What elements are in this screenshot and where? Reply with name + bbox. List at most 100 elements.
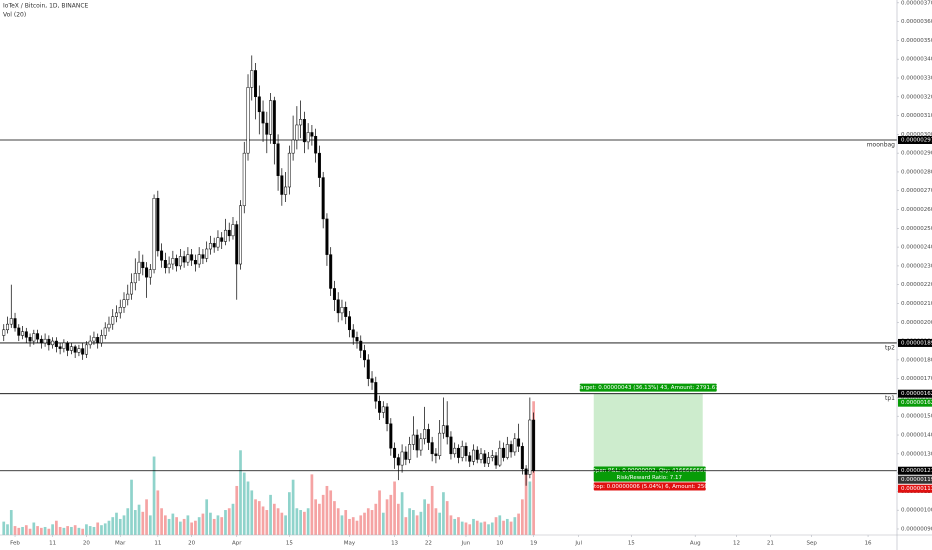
candle-body xyxy=(39,338,43,344)
volume-bar xyxy=(66,526,69,535)
volume-bar xyxy=(156,490,160,535)
volume-bar xyxy=(505,518,509,535)
volume-bar xyxy=(13,526,17,535)
candle-body xyxy=(6,323,10,331)
target-label: Target: 0.00000043 (36.13%) 43, Amount: … xyxy=(577,385,720,391)
y-tick-label: 0.00000260 xyxy=(901,207,932,213)
x-tick-label: May xyxy=(344,541,356,547)
candle-body xyxy=(498,447,502,466)
volume-bar xyxy=(472,518,475,535)
volume-bar xyxy=(449,515,453,535)
indicator-label: Vol (20) xyxy=(3,12,26,19)
y-tick-label: 0.00000090 xyxy=(901,526,932,532)
candle-body xyxy=(340,306,344,314)
candle-body xyxy=(17,327,21,336)
volume-bar xyxy=(423,499,426,535)
candle-body xyxy=(84,344,88,355)
volume-bar xyxy=(460,521,464,535)
candle-body xyxy=(456,447,460,458)
price-tag-label: 0.00000121 xyxy=(901,468,932,474)
volume-bar xyxy=(24,525,28,535)
volume-bar xyxy=(182,518,186,535)
volume-bar xyxy=(269,494,272,535)
volume-bar xyxy=(6,524,9,535)
candle-body xyxy=(242,152,246,207)
x-tick-label: 15 xyxy=(286,541,293,547)
candle-body xyxy=(464,446,468,456)
candle-body xyxy=(317,152,321,178)
volume-bar xyxy=(351,517,355,535)
volume-bar xyxy=(370,510,374,535)
volume-bar xyxy=(517,513,520,535)
candle-body xyxy=(81,348,85,355)
candle-body xyxy=(276,143,280,176)
candle-body xyxy=(212,243,216,248)
volume-bar xyxy=(250,490,254,535)
volume-bar xyxy=(419,511,423,535)
candle-body xyxy=(43,338,47,344)
candle-body xyxy=(336,299,340,314)
x-tick-label: 20 xyxy=(188,541,195,547)
volume-bar xyxy=(366,508,370,535)
candle-body xyxy=(190,254,194,261)
candle-body xyxy=(295,124,299,141)
price-tag-label: 0.00000162 xyxy=(901,400,932,406)
candle-body xyxy=(502,447,506,458)
price-tag xyxy=(898,466,932,475)
candle-body xyxy=(468,455,472,462)
candle-body xyxy=(321,177,325,220)
volume-bar xyxy=(254,499,257,535)
price-tag-label: 0.00000113 xyxy=(901,486,932,492)
candle-body xyxy=(220,237,224,242)
volume-bar xyxy=(389,494,393,535)
candle-body xyxy=(88,340,92,346)
candle-body xyxy=(396,457,400,466)
chart-title: IoTeX / Bitcoin, 1D, BINANCE xyxy=(3,3,89,10)
price-tag-label: 0.00000297 xyxy=(901,137,932,143)
candle-body xyxy=(528,419,532,475)
candle-body xyxy=(415,434,419,451)
candle-body xyxy=(167,263,171,269)
candle-body xyxy=(77,348,81,353)
volume-bar xyxy=(118,518,122,535)
volume-bar xyxy=(163,515,167,535)
candle-body xyxy=(389,423,393,449)
stop-label: Stop: 0.00000006 (5.04%) 6, Amount: 250 xyxy=(591,484,709,490)
volume-bar xyxy=(498,515,502,535)
volume-bar xyxy=(340,515,344,535)
volume-bar xyxy=(468,524,472,535)
horizontal-line-label: tp2 xyxy=(885,344,895,351)
y-tick-label: 0.00000330 xyxy=(901,75,932,81)
candle-body xyxy=(51,340,55,346)
volume-bar xyxy=(430,485,434,535)
price-tag-label: 0.00000162 xyxy=(901,391,932,397)
axes: 0.000000900.000001000.000001100.00000120… xyxy=(10,0,932,547)
candle-body xyxy=(269,100,273,135)
volume-bar xyxy=(179,521,182,535)
candle-body xyxy=(359,340,363,351)
volume-bar xyxy=(216,515,220,535)
candle-body xyxy=(141,261,145,269)
candle-body xyxy=(325,218,329,255)
volume-bar xyxy=(318,503,321,535)
candle-body xyxy=(96,337,100,344)
volume-bar xyxy=(457,517,460,535)
y-tick-label: 0.00000130 xyxy=(901,451,932,457)
candle-body xyxy=(178,256,182,267)
candle-body xyxy=(73,346,77,353)
volume-bar xyxy=(220,517,224,535)
x-tick-label: 20 xyxy=(83,541,90,547)
volume-bar xyxy=(111,517,115,535)
candle-body xyxy=(265,122,269,135)
candle-body xyxy=(460,446,464,458)
volume-bar xyxy=(509,521,513,535)
volume-bar xyxy=(148,515,152,535)
volume-bar xyxy=(265,510,269,535)
volume-bar xyxy=(445,501,449,535)
candle-body xyxy=(227,229,231,237)
candle-body xyxy=(126,293,130,300)
candle-body xyxy=(445,425,449,438)
volume-bar xyxy=(167,518,171,535)
y-tick-label: 0.00000220 xyxy=(901,282,932,288)
